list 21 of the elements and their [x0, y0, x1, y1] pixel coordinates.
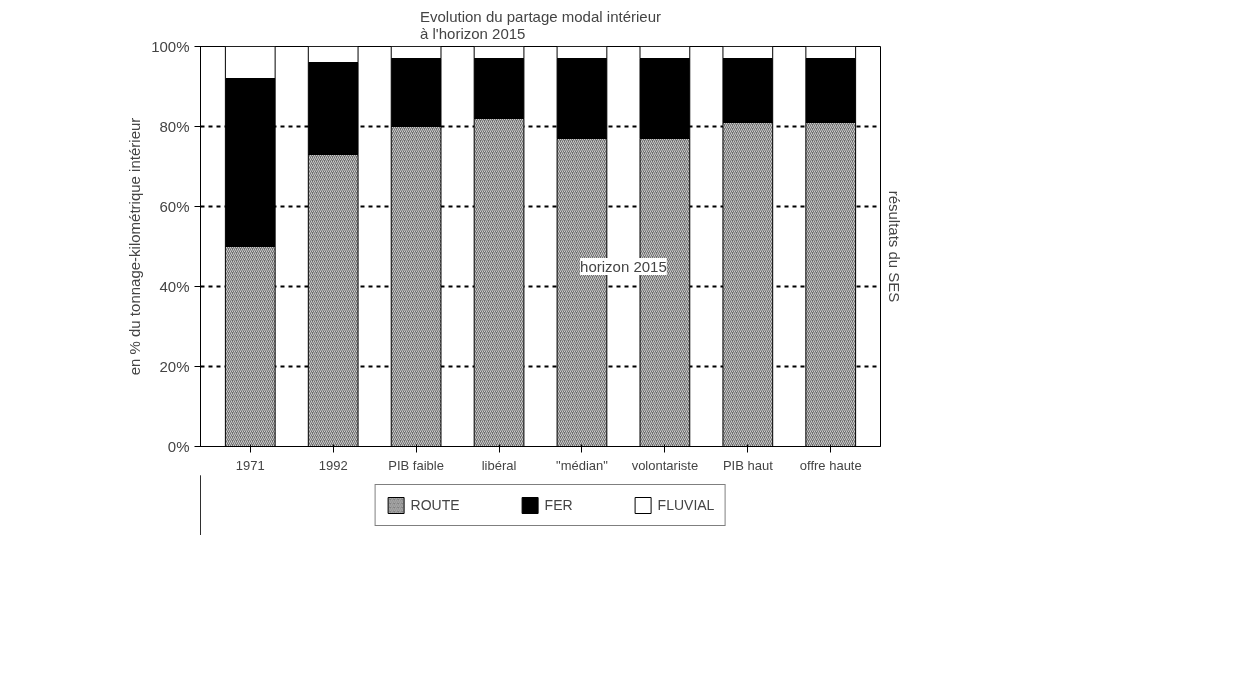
- x-tick-label: 1971: [235, 457, 265, 473]
- y-tick-label: 60%: [159, 198, 190, 215]
- chart-title: Evolution du partage modal intérieur à l'horizon 2015: [420, 7, 661, 42]
- x-tick-label: offre haute: [799, 457, 862, 473]
- x-tick-label: PIB faible: [388, 457, 444, 473]
- y-axis-title: en % du tonnage-kilométrique intérieur: [126, 117, 144, 376]
- y-tick-label: 20%: [159, 358, 190, 375]
- x-tick-label: "médian": [556, 457, 609, 473]
- annotation: horizon 2015: [580, 258, 667, 275]
- x-tick-label: volontariste: [631, 457, 699, 473]
- y-tick-label: 0%: [167, 438, 190, 455]
- y-tick-label: 80%: [159, 118, 190, 135]
- x-tick-label: PIB haut: [722, 457, 774, 473]
- legend-label: FER: [544, 497, 573, 513]
- legend-label: FLUVIAL: [657, 497, 715, 513]
- x-tick-label: libéral: [481, 457, 517, 473]
- y-tick-label: 40%: [159, 278, 190, 295]
- legend-label: ROUTE: [410, 497, 460, 513]
- x-tick-label: 1992: [318, 457, 348, 473]
- y-tick-label: 100%: [151, 38, 190, 55]
- text: résultats du SES: [885, 190, 903, 303]
